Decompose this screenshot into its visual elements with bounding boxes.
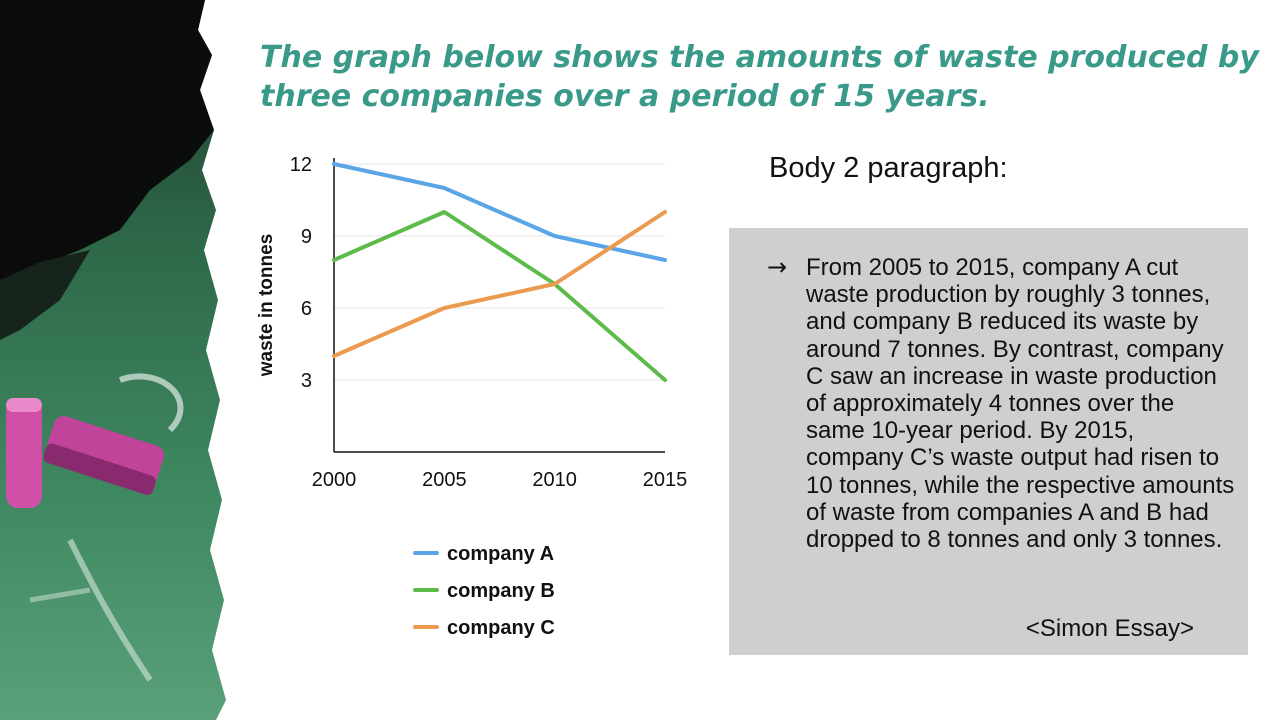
x-tick-label: 2015	[643, 469, 688, 491]
body-heading: Body 2 paragraph:	[769, 152, 1008, 184]
legend-label: company B	[447, 580, 555, 602]
series-line-company-C	[332, 210, 667, 358]
arrow-icon: →	[767, 253, 788, 281]
essay-paragraph: From 2005 to 2015, company A cut waste p…	[806, 254, 1235, 554]
y-axis-label: waste in tonnes	[256, 234, 277, 378]
slide-title: The graph below shows the amounts of was…	[260, 40, 1259, 114]
chart-legend: company A company B company C	[413, 543, 555, 639]
y-tick-label: 12	[290, 154, 312, 176]
x-tick-label: 2010	[532, 469, 577, 491]
legend-label: company C	[447, 617, 555, 639]
x-tick-labels: 2000 2005 2010 2015	[312, 469, 688, 491]
y-tick-label: 6	[301, 298, 312, 320]
chart-grid	[334, 163, 665, 381]
chalkboard-decoration	[0, 0, 226, 720]
legend-label: company A	[447, 543, 554, 565]
essay-panel: → From 2005 to 2015, company A cut waste…	[729, 228, 1248, 655]
y-tick-labels: 3 6 9 12	[290, 154, 312, 392]
x-tick-label: 2000	[312, 469, 357, 491]
line-chart: 3 6 9 12 2000 2005 2010 2015 waste in tonnes c…	[256, 154, 688, 639]
essay-source: <Simon Essay>	[1025, 615, 1194, 642]
chalk-sticks	[6, 398, 165, 508]
x-tick-label: 2005	[422, 469, 467, 491]
y-tick-label: 9	[301, 226, 312, 248]
y-tick-label: 3	[301, 370, 312, 392]
series-line-company-B	[332, 210, 667, 382]
series-lines	[332, 162, 667, 382]
